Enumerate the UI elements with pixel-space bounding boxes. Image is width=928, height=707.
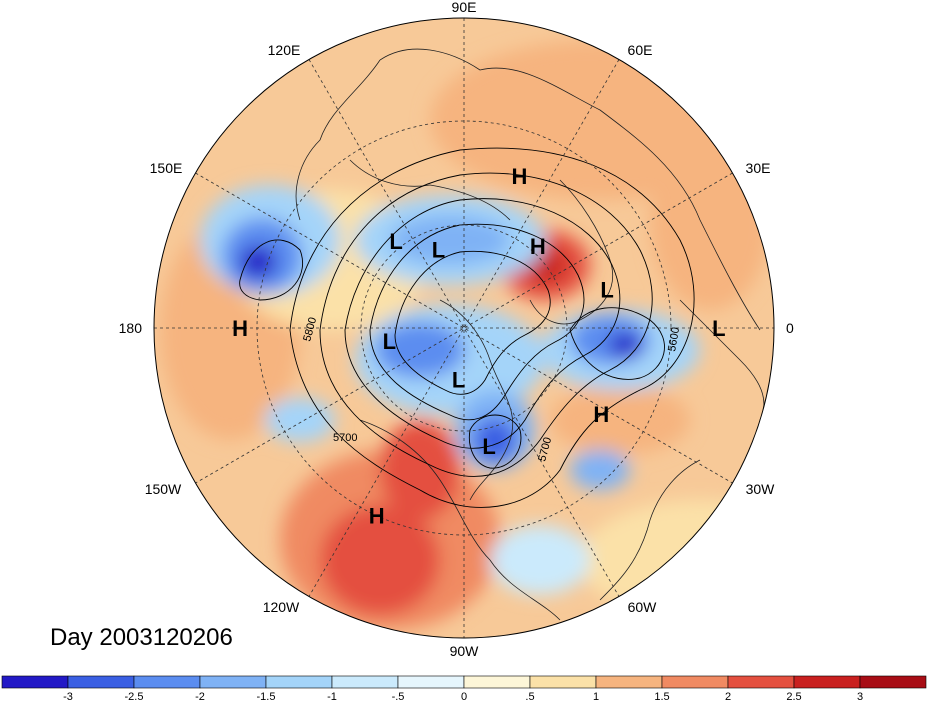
low-pressure-marker: L [452, 367, 465, 392]
colorbar-tick-label: -1.5 [257, 691, 276, 702]
colorbar-swatch [463, 675, 531, 689]
lon-label-90e: 90E [452, 0, 477, 15]
low-pressure-marker: L [383, 329, 396, 354]
meridian [195, 172, 733, 484]
colorbar-tick-label: -.5 [392, 691, 405, 702]
colorbar-swatch [67, 675, 135, 689]
colorbar-tick-label: 0 [461, 691, 467, 702]
height-contours [239, 147, 695, 508]
lon-label-180: 180 [119, 320, 143, 336]
meridian [308, 59, 620, 597]
map-border [153, 17, 775, 639]
meridian [308, 59, 620, 597]
pressure-centers: H H L L H L L H L L L H [232, 164, 725, 528]
graticule [154, 18, 774, 638]
colorbar-tick-label: -2.5 [125, 691, 144, 702]
contour-label: 5700 [333, 432, 357, 444]
colorbar-swatch [727, 675, 795, 689]
day-label: Day 2003120206 [50, 624, 233, 651]
colorbar-swatch [331, 675, 399, 689]
low-pressure-marker: L [712, 316, 725, 341]
colorbar-swatch [397, 675, 465, 689]
contour-label: 5600 [666, 326, 682, 352]
high-pressure-marker: H [232, 316, 248, 341]
lon-label-90w: 90W [450, 643, 480, 659]
colorbar-swatch [1, 675, 69, 689]
low-pressure-marker: L [600, 278, 613, 303]
colorbar-tick-label: -1 [327, 691, 337, 702]
lon-label-60e: 60E [628, 42, 653, 58]
colorbar-tick-label: 1 [593, 691, 599, 702]
lon-label-120w: 120W [263, 599, 300, 615]
colorbar-tick-label: 3 [857, 691, 863, 702]
colorbar-swatch [265, 675, 333, 689]
coastlines [295, 48, 765, 621]
colorbar-swatch [595, 675, 663, 689]
colorbar-swatch [133, 675, 201, 689]
lat-circle-60 [360, 224, 568, 432]
colorbar-swatch [859, 675, 927, 689]
low-pressure-marker: L [482, 434, 495, 459]
colorbar-tick-label: 2 [725, 691, 731, 702]
lon-label-0: 0 [786, 320, 794, 336]
lon-label-120e: 120E [268, 42, 301, 58]
high-pressure-marker: H [369, 503, 385, 528]
lon-label-30e: 30E [746, 160, 771, 176]
colorbar-swatch [793, 675, 861, 689]
colorbar-tick-label: .5 [525, 691, 534, 702]
high-pressure-marker: H [511, 164, 527, 189]
low-pressure-marker: L [432, 237, 445, 262]
colorbar-tick-label: 1.5 [654, 691, 669, 702]
lon-label-60w: 60W [628, 599, 658, 615]
colorbar-swatch [199, 675, 267, 689]
colorbar: -3 -2.5 -2 -1.5 -1 -.5 0 .5 1 1.5 2 2.5 3 [1, 675, 927, 703]
lon-label-30w: 30W [746, 481, 776, 497]
high-pressure-marker: H [593, 402, 609, 427]
colorbar-tick-label: -3 [63, 691, 73, 702]
colorbar-swatch [529, 675, 597, 689]
lon-label-150e: 150E [150, 160, 183, 176]
low-pressure-marker: L [389, 229, 402, 254]
colorbar-swatch [661, 675, 729, 689]
colorbar-tick-label: 2.5 [786, 691, 801, 702]
meridian [195, 172, 733, 484]
high-pressure-marker: H [530, 234, 546, 259]
colorbar-tick-label: -2 [195, 691, 205, 702]
lon-label-150w: 150W [145, 481, 182, 497]
longitude-labels: 90E 60E 30E 0 30W 60W 90W 120W 150W 180 … [119, 0, 794, 659]
